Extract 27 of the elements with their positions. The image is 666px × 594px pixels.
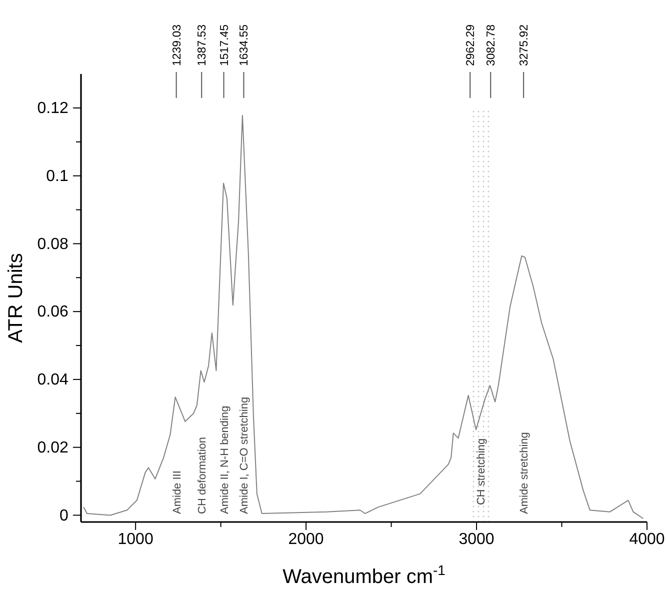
y-tick-label: 0.02 <box>37 439 68 456</box>
annotation: Amide stretching <box>518 432 531 514</box>
annotation: Amide II, N-H bending <box>218 406 231 514</box>
y-tick-label: 0 <box>59 507 68 524</box>
ref-line-label: 1239.03 <box>171 24 184 66</box>
ref-line-label: 1387.53 <box>196 24 209 66</box>
y-tick-label: 0.12 <box>37 100 68 118</box>
annotation: CH deformation <box>196 436 209 514</box>
annotation: Amide III <box>171 470 184 514</box>
line-series <box>83 114 644 520</box>
x-axis-title: Wavenumber cm$^{-1}$ <box>282 562 446 588</box>
x-tick-label: 4000 <box>629 531 665 548</box>
x-tick-label: 1000 <box>118 531 154 548</box>
ref-line-label: 3275.92 <box>518 24 531 66</box>
ref-line-label: 1634.55 <box>238 24 251 66</box>
y-axis-title: ATR Units <box>5 253 27 343</box>
y-tick-label: 0.04 <box>37 372 68 389</box>
ref-line-label: 1517.45 <box>218 24 231 66</box>
ref-line-label: 2962.29 <box>465 24 478 66</box>
x-tick-label: 3000 <box>458 531 494 548</box>
y-tick-label: 0.1 <box>46 168 68 185</box>
annotation: Amide I, C=O stretching <box>238 396 251 514</box>
y-tick-label: 0.08 <box>37 236 68 253</box>
band-label: CH stretching <box>475 438 488 506</box>
y-tick-label: 0.06 <box>37 304 68 321</box>
x-tick-label: 2000 <box>288 531 324 548</box>
ref-line-label: 3082.78 <box>486 24 498 66</box>
